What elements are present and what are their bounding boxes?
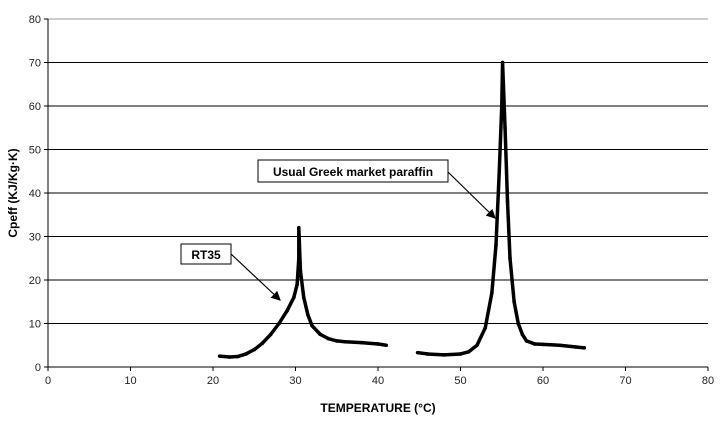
y-tick-label: 10 bbox=[29, 319, 41, 331]
x-tick-label: 70 bbox=[619, 375, 631, 387]
data-point bbox=[415, 350, 420, 355]
data-point bbox=[217, 354, 222, 358]
data-point bbox=[376, 342, 380, 346]
data-point bbox=[466, 349, 471, 354]
data-point bbox=[298, 269, 303, 274]
data-point bbox=[310, 323, 314, 328]
data-point bbox=[503, 125, 507, 130]
x-axis-label: TEMPERATURE (°C) bbox=[320, 401, 435, 415]
data-point bbox=[306, 313, 310, 317]
data-point bbox=[499, 104, 504, 108]
data-point bbox=[244, 352, 248, 356]
series-line-0 bbox=[219, 226, 387, 359]
data-point bbox=[359, 340, 364, 345]
data-point bbox=[508, 256, 512, 261]
data-point bbox=[326, 336, 331, 341]
annotation-paraffin-arrow bbox=[447, 171, 496, 219]
data-point bbox=[458, 352, 463, 356]
data-point bbox=[541, 342, 545, 347]
data-point bbox=[295, 282, 299, 287]
data-point bbox=[343, 339, 347, 344]
data-point bbox=[516, 321, 521, 326]
data-point bbox=[582, 346, 587, 350]
data-point bbox=[235, 354, 240, 359]
annotation-rt35-label: RT35 bbox=[191, 248, 221, 262]
x-tick-label: 60 bbox=[537, 375, 549, 387]
x-tick-label: 0 bbox=[45, 375, 51, 387]
annotation-rt35: RT35 bbox=[180, 243, 281, 301]
data-point bbox=[301, 295, 306, 300]
data-point bbox=[490, 291, 494, 295]
data-point bbox=[505, 199, 510, 204]
data-point bbox=[425, 352, 430, 356]
data-point bbox=[384, 343, 389, 348]
y-tick-label: 60 bbox=[29, 101, 41, 113]
data-point bbox=[277, 321, 281, 326]
data-point bbox=[318, 332, 323, 337]
y-tick-label: 80 bbox=[29, 14, 41, 26]
annotation-paraffin: Usual Greek market paraffin bbox=[257, 159, 496, 219]
data-point bbox=[442, 353, 446, 357]
data-point bbox=[494, 243, 498, 247]
x-tick-label: 10 bbox=[124, 375, 136, 387]
data-point bbox=[500, 60, 505, 65]
data-point bbox=[557, 343, 562, 348]
data-point bbox=[512, 299, 516, 304]
data-point bbox=[297, 256, 301, 261]
data-point bbox=[285, 308, 290, 313]
annotation-rt35-arrow bbox=[230, 253, 281, 301]
x-tick-label: 30 bbox=[289, 375, 301, 387]
data-point bbox=[268, 332, 273, 337]
y-tick-label: 70 bbox=[29, 58, 41, 70]
data-point bbox=[497, 169, 502, 174]
y-tick-label: 20 bbox=[29, 275, 41, 287]
data-point bbox=[520, 332, 525, 337]
x-tick-label: 40 bbox=[372, 375, 384, 387]
data-point bbox=[334, 339, 339, 343]
data-point bbox=[252, 347, 257, 352]
y-tick-label: 40 bbox=[29, 188, 41, 200]
x-tick-label: 50 bbox=[454, 375, 466, 387]
data-point bbox=[475, 343, 479, 348]
data-point bbox=[297, 226, 301, 230]
y-tick-label: 50 bbox=[29, 145, 41, 157]
y-tick-label: 0 bbox=[35, 362, 41, 374]
data-point bbox=[260, 341, 265, 345]
x-tick-label: 80 bbox=[702, 375, 714, 387]
data-point bbox=[524, 339, 529, 343]
y-tick-label: 30 bbox=[29, 232, 41, 244]
annotation-paraffin-label: Usual Greek market paraffin bbox=[273, 165, 433, 179]
data-point bbox=[574, 345, 578, 349]
data-point bbox=[483, 326, 488, 330]
y-axis-label: Cpeff (KJ/Kg·K) bbox=[6, 148, 20, 237]
x-tick-label: 20 bbox=[207, 375, 219, 387]
data-point bbox=[292, 295, 296, 300]
data-point bbox=[532, 342, 537, 346]
data-point bbox=[227, 355, 232, 359]
